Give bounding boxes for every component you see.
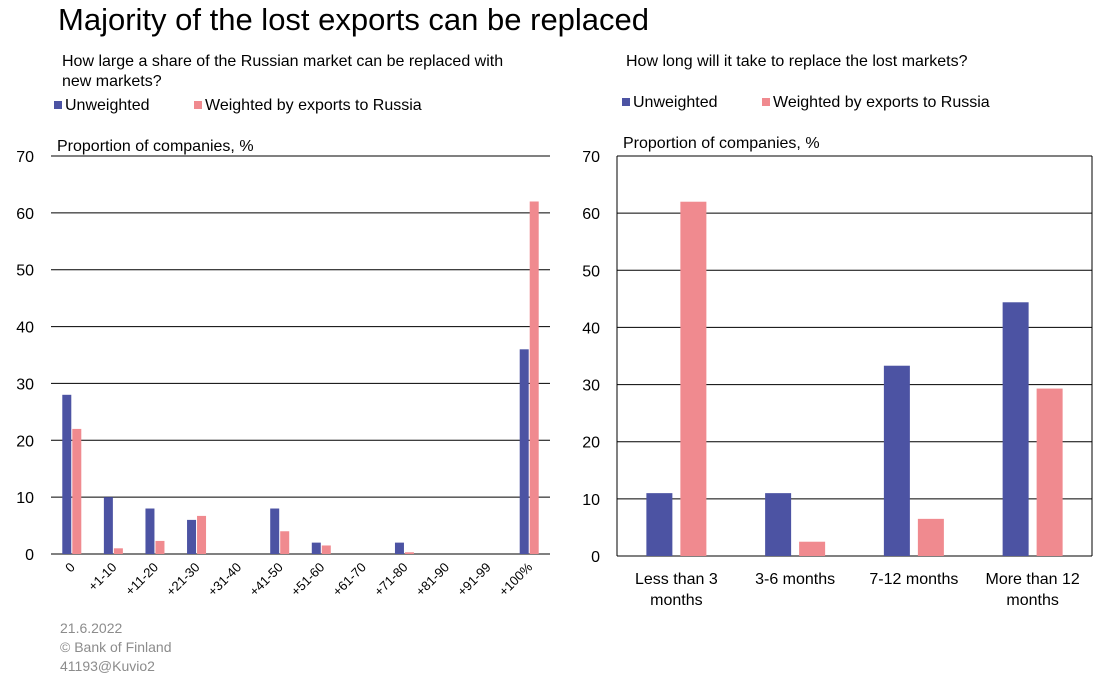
chart1-bar-weighted bbox=[280, 531, 290, 554]
chart2-category-label: 7-12 months bbox=[869, 571, 958, 588]
chart1-bar-weighted bbox=[529, 201, 539, 554]
chart1-category-label: +81-90 bbox=[413, 560, 452, 599]
chart1-legend-swatch bbox=[54, 101, 62, 109]
chart2-legend-swatch bbox=[762, 98, 770, 106]
footer-source: © Bank of Finland bbox=[60, 639, 172, 655]
chart2-ytick-label: 60 bbox=[582, 206, 600, 223]
chart2-ylabel: Proportion of companies, % bbox=[623, 135, 820, 152]
chart2-ytick-label: 30 bbox=[582, 378, 600, 395]
chart1-category-label: +51-60 bbox=[288, 560, 327, 599]
chart2-ytick-label: 20 bbox=[582, 435, 600, 452]
chart1-category-label: +31-40 bbox=[205, 560, 244, 599]
chart1-ytick-label: 60 bbox=[16, 206, 34, 223]
chart1-category-label: +11-20 bbox=[122, 560, 161, 599]
footer-date: 21.6.2022 bbox=[60, 620, 123, 636]
footer-code: 41193@Kuvio2 bbox=[60, 658, 155, 674]
chart2-legend-label: Weighted by exports to Russia bbox=[773, 94, 990, 111]
chart1-category-label: 0 bbox=[62, 560, 78, 576]
chart1-category-label: +41-50 bbox=[246, 560, 285, 599]
chart1-ytick-label: 40 bbox=[16, 320, 34, 337]
chart1-bar-unweighted bbox=[62, 394, 72, 554]
chart1-ytick-label: 30 bbox=[16, 376, 34, 393]
chart1-bar-unweighted bbox=[270, 508, 280, 554]
chart1-bar-unweighted bbox=[103, 497, 113, 554]
chart1-subtitle: How large a share of the Russian market … bbox=[62, 53, 503, 70]
chart1-category-label: +1-10 bbox=[85, 560, 119, 594]
chart1-bar-unweighted bbox=[394, 542, 404, 554]
chart1-bar-weighted bbox=[72, 428, 82, 554]
chart2-bar-weighted bbox=[917, 518, 944, 556]
chart2-category-label: months bbox=[650, 592, 702, 609]
chart1-bar-unweighted bbox=[187, 519, 197, 554]
chart1-category-label: +21-30 bbox=[163, 560, 202, 599]
chart2-bar-unweighted bbox=[765, 493, 792, 556]
chart2-subtitle: How long will it take to replace the los… bbox=[626, 53, 968, 70]
chart1-ylabel: Proportion of companies, % bbox=[57, 138, 254, 155]
footer: 21.6.2022 © Bank of Finland 41193@Kuvio2 bbox=[60, 619, 172, 676]
chart1-bar-weighted bbox=[404, 552, 414, 554]
chart1-ytick-label: 10 bbox=[16, 490, 34, 507]
chart2-bar-weighted bbox=[1036, 388, 1063, 556]
chart2-ytick-label: 10 bbox=[582, 492, 600, 509]
chart1-bar-weighted bbox=[197, 515, 207, 554]
chart2-category-label: months bbox=[1006, 592, 1058, 609]
chart1-category-label: +100% bbox=[496, 559, 536, 599]
chart2-ytick-label: 50 bbox=[582, 263, 600, 280]
chart1-bar-unweighted bbox=[145, 508, 155, 554]
chart1-category-label: +61-70 bbox=[330, 560, 369, 599]
chart1-legend-label: Unweighted bbox=[65, 97, 150, 114]
chart2-bar-unweighted bbox=[646, 493, 673, 556]
chart2-legend-swatch bbox=[622, 98, 630, 106]
chart2-bar-weighted bbox=[680, 201, 707, 556]
chart1-bar-weighted bbox=[321, 545, 331, 554]
main-title: Majority of the lost exports can be repl… bbox=[58, 2, 650, 37]
chart1-bar-unweighted bbox=[311, 542, 321, 554]
chart1-legend-swatch bbox=[194, 101, 202, 109]
chart1-subtitle: new markets? bbox=[62, 73, 162, 90]
chart1-ytick-label: 0 bbox=[25, 547, 34, 564]
chart1-bar-weighted bbox=[155, 540, 165, 554]
chart2-legend-label: Unweighted bbox=[633, 94, 718, 111]
chart2-ytick-label: 0 bbox=[591, 549, 600, 566]
chart1-ytick-label: 50 bbox=[16, 263, 34, 280]
chart2-bar-unweighted bbox=[1002, 302, 1029, 556]
chart2-category-label: More than 12 bbox=[985, 571, 1079, 588]
chart1-bar-unweighted bbox=[519, 349, 529, 554]
chart1-legend-label: Weighted by exports to Russia bbox=[205, 97, 422, 114]
chart2-category-label: 3-6 months bbox=[755, 571, 835, 588]
chart1-category-label: +91-99 bbox=[454, 560, 493, 599]
chart2-ytick-label: 70 bbox=[582, 149, 600, 166]
chart1-bar-weighted bbox=[113, 548, 123, 554]
chart1-ytick-label: 20 bbox=[16, 433, 34, 450]
chart2-bar-unweighted bbox=[883, 365, 910, 556]
chart2-ytick-label: 40 bbox=[582, 320, 600, 337]
chart1-category-label: +71-80 bbox=[371, 560, 410, 599]
chart1-ytick-label: 70 bbox=[16, 149, 34, 166]
chart2-bar-weighted bbox=[799, 541, 826, 556]
chart2-category-label: Less than 3 bbox=[635, 571, 718, 588]
